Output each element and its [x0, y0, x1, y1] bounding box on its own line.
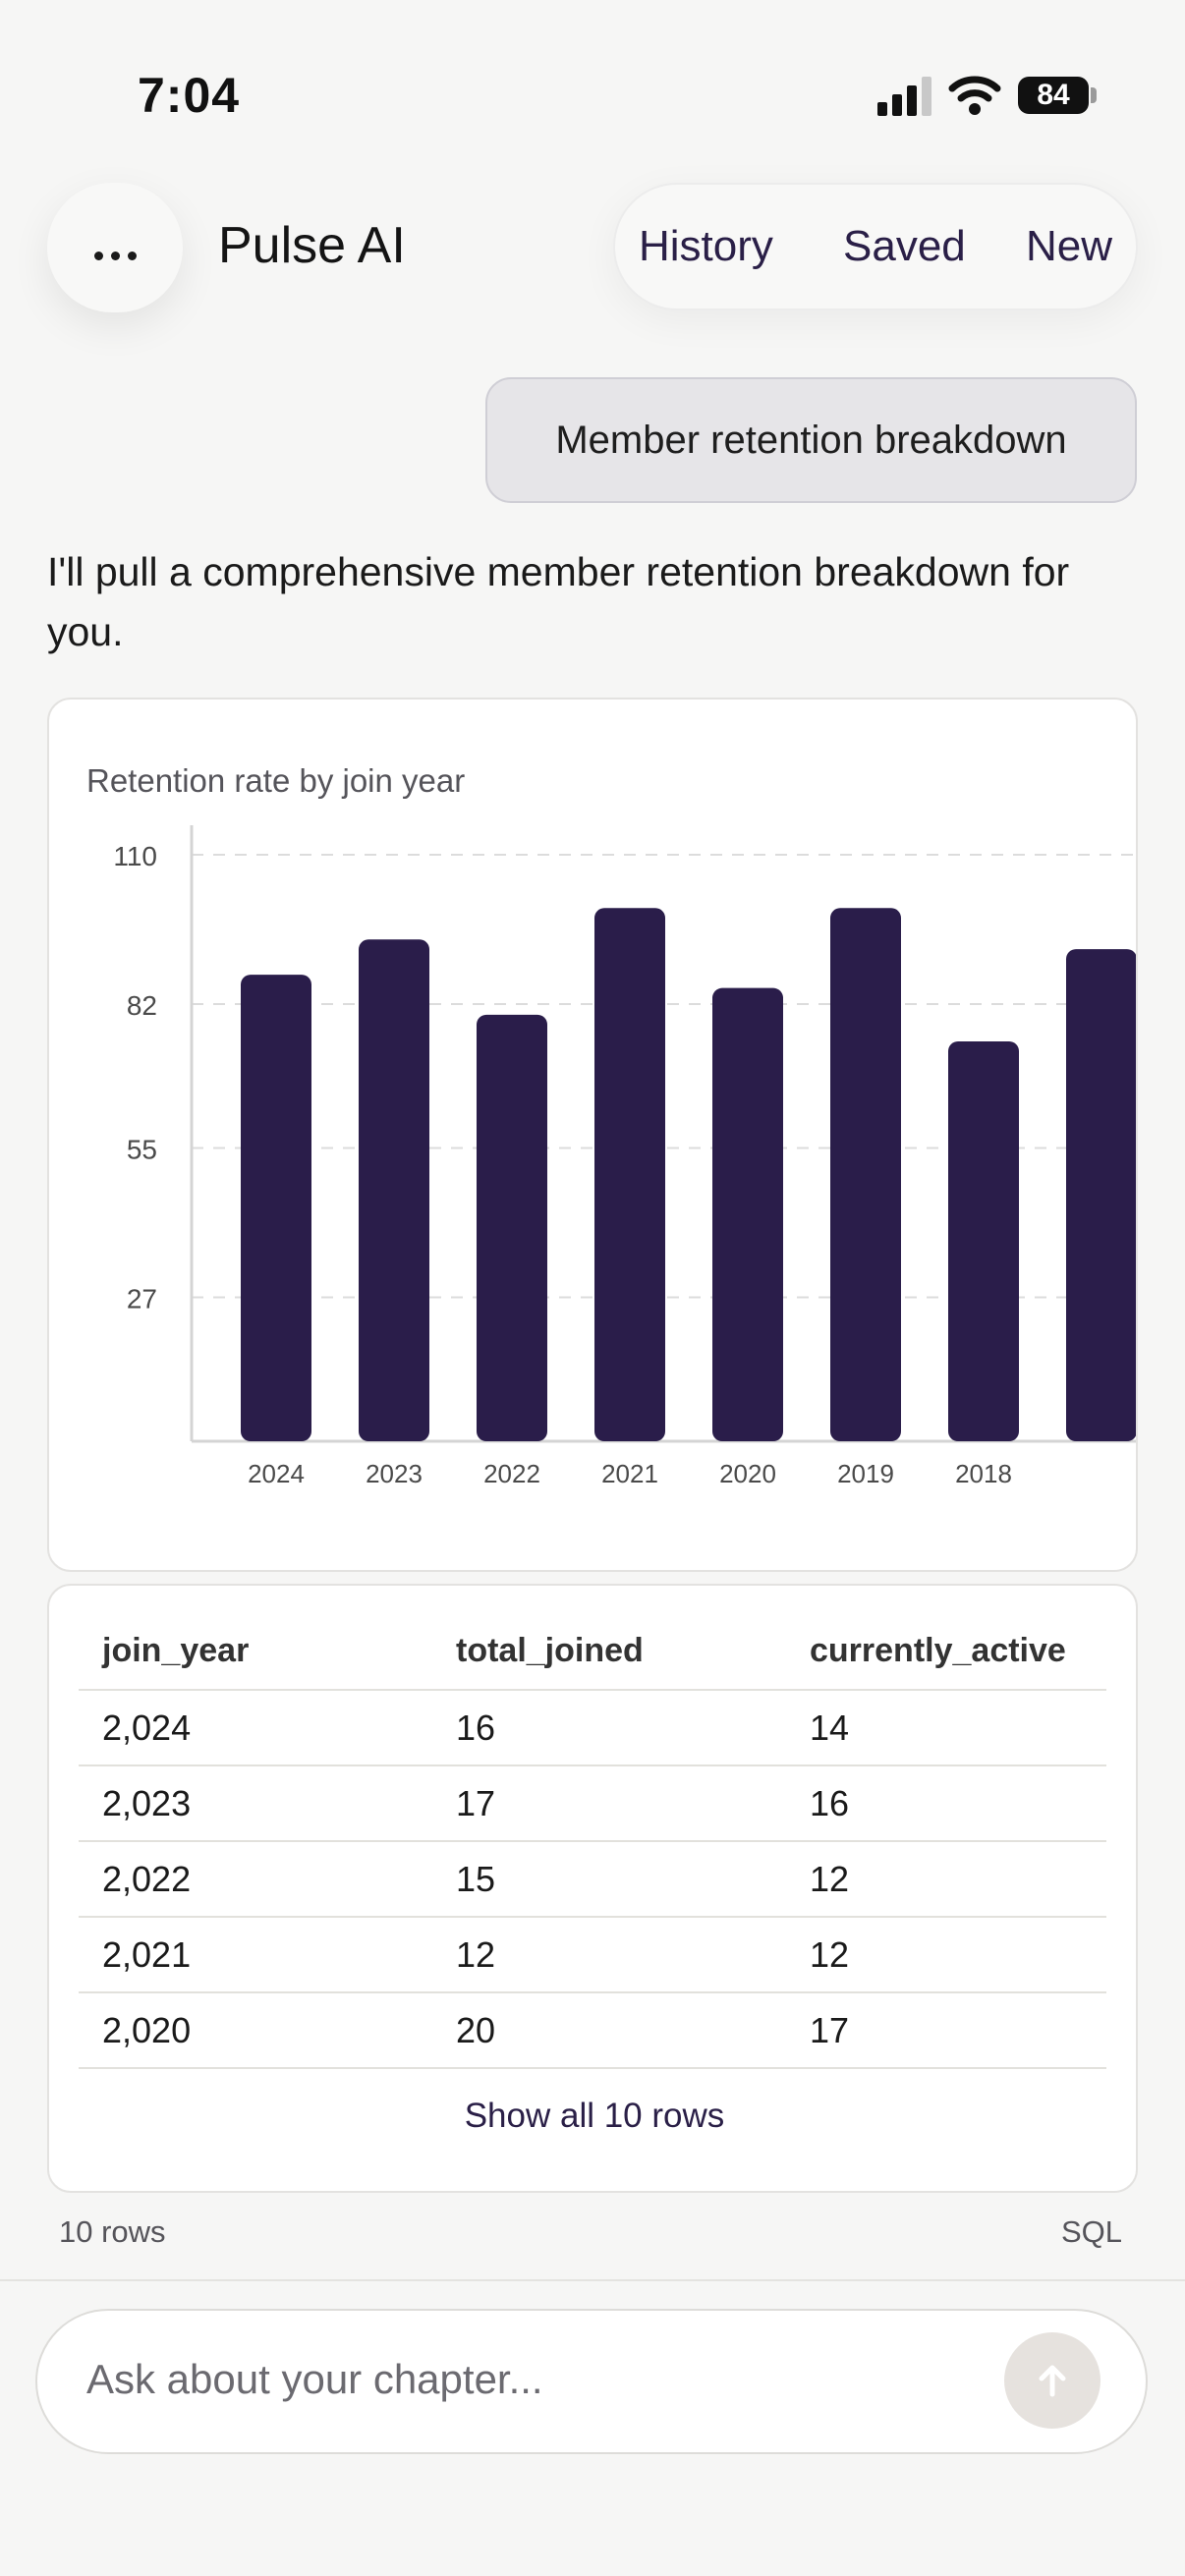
y-tick-label: 27	[127, 1283, 157, 1314]
battery-cap	[1091, 87, 1097, 103]
column-header: total_joined	[432, 1613, 786, 1691]
arrow-up-icon	[1039, 2365, 1066, 2397]
cellular-signal-icon	[877, 77, 931, 116]
table-cell: 17	[786, 1992, 1106, 2069]
results-table-card: join_year total_joined currently_active …	[47, 1584, 1138, 2193]
chart-bar	[948, 1040, 1019, 1441]
send-button[interactable]	[1004, 2332, 1100, 2429]
nav-saved-button[interactable]: Saved	[843, 222, 966, 270]
user-message-bubble: Member retention breakdown	[485, 377, 1137, 503]
battery-indicator: 84	[1018, 77, 1089, 114]
nav-new-button[interactable]: New	[1026, 222, 1113, 270]
table-cell: 14	[786, 1690, 1106, 1766]
table-cell: 2,024	[79, 1690, 432, 1766]
chart-bar	[712, 987, 783, 1441]
status-bar: 7:04 84	[0, 0, 1185, 187]
table-cell: 2,020	[79, 1992, 432, 2069]
nav-history-button[interactable]: History	[639, 222, 773, 270]
x-tick-label: 2022	[483, 1459, 540, 1488]
table-row: 2,024 16 14	[79, 1690, 1106, 1766]
table-cell: 2,023	[79, 1765, 432, 1842]
table-cell: 12	[786, 1917, 1106, 1993]
assistant-message: I'll pull a comprehensive member retenti…	[47, 549, 1070, 654]
menu-button[interactable]	[47, 183, 183, 312]
chat-input-placeholder: Ask about your chapter...	[86, 2356, 543, 2402]
header-nav: History Saved New	[613, 183, 1138, 310]
x-tick-label: 2020	[719, 1459, 776, 1488]
x-tick-label: 2018	[955, 1459, 1012, 1488]
table-cell: 16	[432, 1690, 786, 1766]
table-cell: 20	[432, 1992, 786, 2069]
table-cell: 17	[432, 1765, 786, 1842]
more-horizontal-icon	[93, 251, 137, 260]
retention-bar-chart: 110 82 55 27 2024 2023 2022 2021 2020 2019 2018	[113, 825, 1136, 1488]
results-table: join_year total_joined currently_active …	[79, 1613, 1106, 2069]
table-cell: 12	[786, 1841, 1106, 1918]
composer-bar: Ask about your chapter...	[0, 2279, 1185, 2576]
column-header: currently_active	[786, 1613, 1106, 1691]
chart-bar-partial	[1066, 949, 1136, 1441]
row-count-label: 10 rows	[59, 2214, 166, 2249]
x-tick-label: 2021	[601, 1459, 658, 1488]
table-row: 2,020 20 17	[79, 1992, 1106, 2069]
show-all-rows-button[interactable]: Show all 10 rows	[464, 2097, 725, 2135]
chart-bar	[594, 908, 665, 1441]
table-cell: 2,022	[79, 1841, 432, 1918]
x-tick-label: 2019	[837, 1459, 894, 1488]
table-cell: 12	[432, 1917, 786, 1993]
table-row: 2,021 12 12	[79, 1917, 1106, 1993]
y-tick-label: 110	[113, 841, 157, 871]
wifi-icon	[948, 76, 1001, 115]
app-title: Pulse AI	[218, 217, 406, 274]
chart-bar	[830, 908, 901, 1441]
table-row: 2,023 17 16	[79, 1765, 1106, 1842]
x-tick-label: 2024	[248, 1459, 305, 1488]
table-header-row: join_year total_joined currently_active	[79, 1613, 1106, 1691]
column-header: join_year	[79, 1613, 432, 1691]
x-tick-label: 2023	[366, 1459, 423, 1488]
chart-card: Retention rate by join year 110 82 55 27 202…	[47, 698, 1138, 1572]
chart-bar	[477, 1014, 547, 1441]
table-cell: 15	[432, 1841, 786, 1918]
status-time: 7:04	[138, 68, 241, 123]
chart-title: Retention rate by join year	[86, 762, 466, 799]
table-row: 2,022 15 12	[79, 1841, 1106, 1918]
chart-bar	[241, 975, 311, 1441]
table-cell: 2,021	[79, 1917, 432, 1993]
view-sql-button[interactable]: SQL	[1061, 2214, 1123, 2249]
chart-bar	[359, 939, 429, 1441]
y-tick-label: 55	[127, 1135, 157, 1165]
table-cell: 16	[786, 1765, 1106, 1842]
y-tick-label: 82	[127, 990, 157, 1021]
chat-input[interactable]: Ask about your chapter...	[35, 2309, 1148, 2454]
